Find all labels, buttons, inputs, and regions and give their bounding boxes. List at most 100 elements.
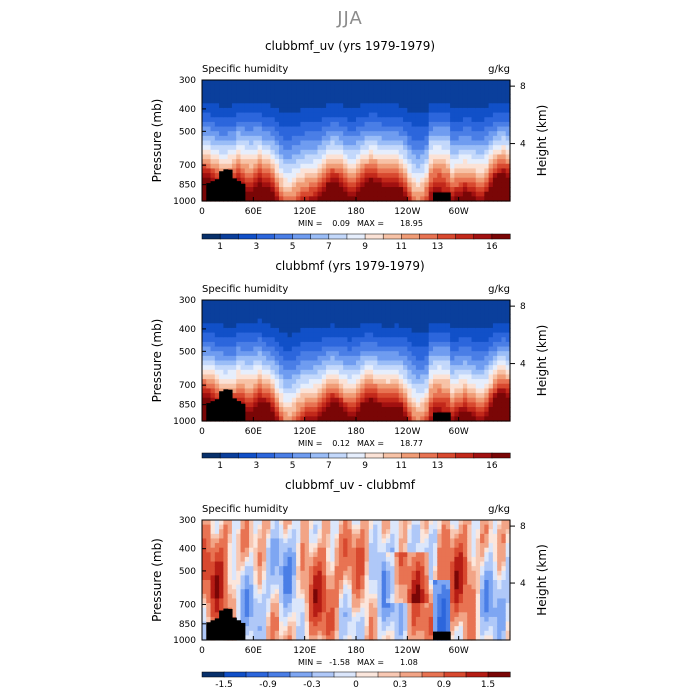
heatmap-cell <box>437 374 443 380</box>
heatmap-cell <box>326 538 331 544</box>
heatmap-cell <box>484 145 490 151</box>
heatmap-cell <box>390 89 396 95</box>
heatmap-cell <box>356 187 361 193</box>
heatmap-cell <box>219 313 224 320</box>
heatmap-cell <box>368 131 374 137</box>
heatmap-cell <box>433 300 438 306</box>
heatmap-cell <box>467 327 473 334</box>
heatmap-cell <box>304 580 310 586</box>
heatmap-cell <box>347 337 353 343</box>
heatmap-cell <box>377 300 383 306</box>
heatmap-cell <box>437 145 443 151</box>
heatmap-cell <box>279 121 284 128</box>
heatmap-cell <box>428 84 434 90</box>
heatmap-cell <box>330 570 336 576</box>
heatmap-cell <box>206 552 212 558</box>
heatmap-cell <box>356 593 361 600</box>
heatmap-cell <box>428 416 434 422</box>
heatmap-cell <box>497 126 503 132</box>
heatmap-cell <box>394 327 400 334</box>
heatmap-cell <box>240 598 246 604</box>
heatmap-cell <box>249 570 254 576</box>
heatmap-cell <box>471 383 477 390</box>
heatmap-cell <box>428 107 434 114</box>
heatmap-cell <box>381 300 387 306</box>
heatmap-cell <box>321 149 327 156</box>
heatmap-cell <box>368 621 374 627</box>
heatmap-cell <box>244 103 250 109</box>
heatmap-cell <box>373 543 378 549</box>
heatmap-cell <box>244 196 250 202</box>
heatmap-cell <box>202 543 207 549</box>
heatmap-cell <box>261 337 267 343</box>
heatmap-cell <box>308 93 314 100</box>
heatmap-cell <box>501 337 507 343</box>
heatmap-cell <box>403 397 408 403</box>
heatmap-cell <box>321 612 327 618</box>
heatmap-cell <box>270 149 276 156</box>
heatmap-cell <box>488 149 494 156</box>
heatmap-cell <box>283 103 289 109</box>
heatmap-cell <box>445 397 451 403</box>
heatmap-cell <box>330 580 336 586</box>
heatmap-cell <box>279 397 284 403</box>
heatmap-cell <box>283 561 289 567</box>
heatmap-cell <box>338 187 344 193</box>
heatmap-cell <box>287 332 293 338</box>
heatmap-cell <box>492 323 498 329</box>
heatmap-cell <box>334 154 340 160</box>
heatmap-cell <box>360 112 366 118</box>
heatmap-cell <box>236 145 242 151</box>
heatmap-cell <box>351 547 357 553</box>
heatmap-cell <box>214 383 220 390</box>
heatmap-cell <box>308 135 314 142</box>
heatmap-cell <box>364 552 370 558</box>
heatmap-cell <box>445 168 451 174</box>
heatmap-cell <box>308 603 314 609</box>
heatmap-cell <box>368 332 374 338</box>
heatmap-cell <box>236 332 242 338</box>
heatmap-cell <box>300 309 306 315</box>
heatmap-cell <box>356 589 361 595</box>
heatmap-cell <box>244 584 250 590</box>
heatmap-cell <box>351 580 357 586</box>
heatmap-cell <box>283 520 289 526</box>
heatmap-cell <box>351 369 357 376</box>
heatmap-cell <box>467 191 473 197</box>
heatmap-cell <box>321 177 327 183</box>
heatmap-cell <box>347 300 353 306</box>
heatmap-cell <box>360 547 366 553</box>
heatmap-cell <box>424 309 430 315</box>
heatmap-cell <box>313 103 319 109</box>
heatmap-cell <box>202 626 207 632</box>
heatmap-cell <box>244 570 250 576</box>
heatmap-cell <box>317 187 323 193</box>
heatmap-cell <box>428 304 434 310</box>
heatmap-cell <box>462 360 468 366</box>
heatmap-cell <box>373 304 378 310</box>
heatmap-cell <box>206 360 212 366</box>
heatmap-cell <box>231 533 237 540</box>
heatmap-cell <box>351 98 357 104</box>
heatmap-cell <box>257 621 263 627</box>
heatmap-cell <box>214 121 220 128</box>
heatmap-cell <box>475 84 481 90</box>
heatmap-cell <box>317 411 323 417</box>
heatmap-cell <box>501 393 507 399</box>
heatmap-cell <box>364 300 370 306</box>
heatmap-cell <box>326 374 331 380</box>
heatmap-cell <box>291 621 297 627</box>
y-tick-label: 1000 <box>173 417 196 427</box>
heatmap-cell <box>313 580 319 586</box>
heatmap-cell <box>394 80 400 86</box>
heatmap-cell <box>454 103 460 109</box>
heatmap-cell <box>261 149 267 156</box>
heatmap-cell <box>381 318 387 324</box>
heatmap-cell <box>270 630 276 636</box>
heatmap-cell <box>214 580 220 586</box>
heatmap-cell <box>304 360 310 366</box>
heatmap-cell <box>433 323 438 329</box>
heatmap-cell <box>321 89 327 95</box>
x-tick-label: 120W <box>394 207 420 217</box>
heatmap-cell <box>420 402 426 408</box>
